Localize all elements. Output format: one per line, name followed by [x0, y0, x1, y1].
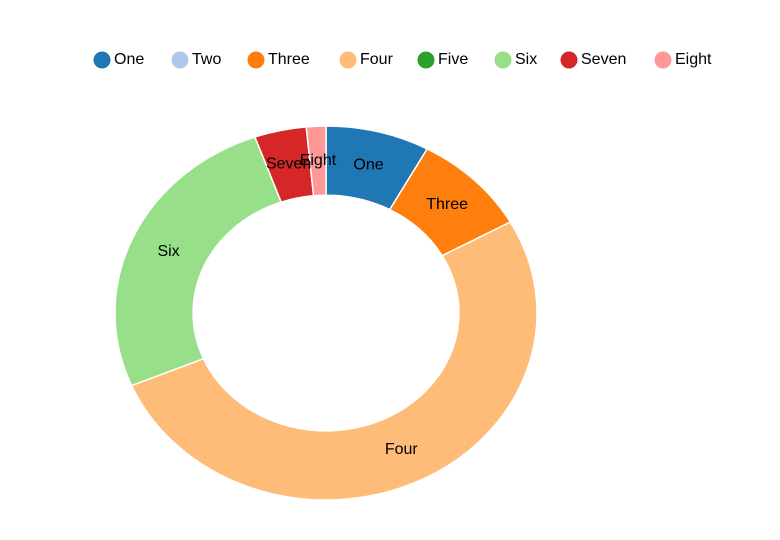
legend-label: Four: [360, 51, 394, 68]
legend-swatch: [494, 51, 512, 69]
slice[interactable]: [130, 221, 538, 501]
slice[interactable]: [114, 136, 283, 387]
legend-item[interactable]: Seven: [560, 51, 626, 69]
legend-label: Six: [515, 51, 537, 68]
legend-label: Three: [268, 51, 310, 68]
legend-label: One: [114, 51, 144, 68]
legend-item[interactable]: Three: [247, 51, 310, 69]
legend-swatch: [339, 51, 357, 69]
legend-label: Seven: [581, 51, 626, 68]
slice-label: Eight: [300, 152, 337, 169]
legend-item[interactable]: Six: [494, 51, 537, 69]
slice-label: Three: [426, 196, 468, 213]
legend-swatch: [560, 51, 578, 69]
legend-item[interactable]: Eight: [654, 51, 712, 69]
donut: [114, 125, 538, 501]
slice-label: One: [353, 157, 383, 174]
legend-swatch: [171, 51, 189, 69]
legend: One Two Three Four Five Six Seven Eight: [93, 51, 712, 69]
legend-swatch: [417, 51, 435, 69]
legend-label: Eight: [675, 51, 712, 68]
legend-item[interactable]: Four: [339, 51, 394, 69]
legend-label: Two: [192, 51, 221, 68]
slice-label: Six: [157, 243, 179, 260]
legend-item[interactable]: One: [93, 51, 144, 69]
legend-label: Five: [438, 51, 468, 68]
legend-swatch: [93, 51, 111, 69]
slice-label: Four: [385, 441, 419, 458]
slice-label: Seven: [266, 155, 311, 172]
legend-swatch: [654, 51, 672, 69]
legend-item[interactable]: Two: [171, 51, 221, 69]
legend-item[interactable]: Five: [417, 51, 468, 69]
slice[interactable]: [305, 125, 327, 197]
legend-swatch: [247, 51, 265, 69]
